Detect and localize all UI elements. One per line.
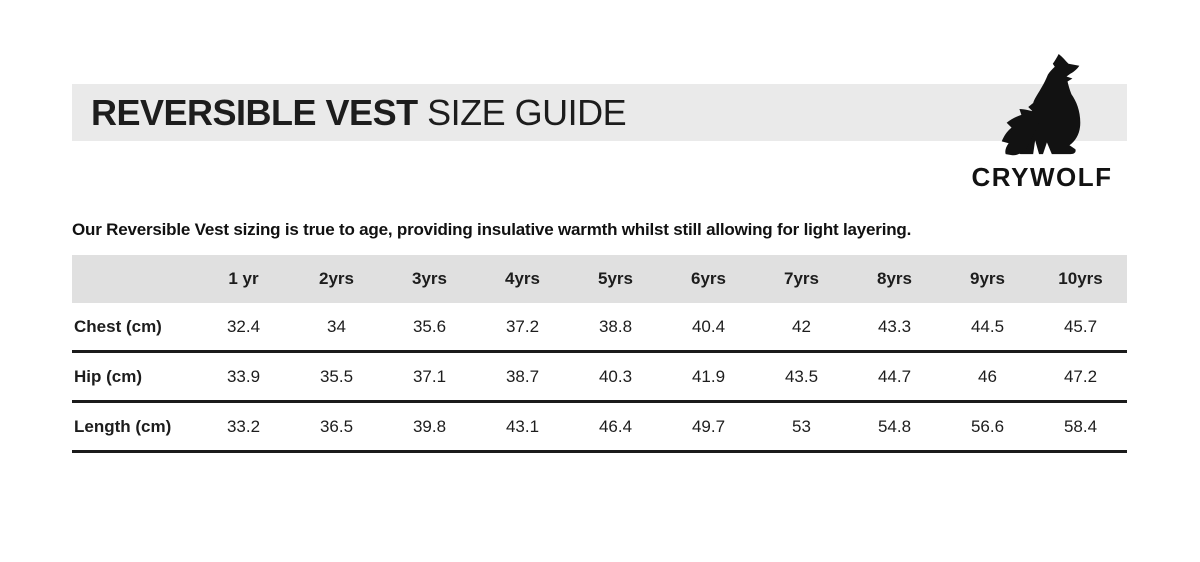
hip-value: 38.7	[505, 366, 540, 386]
length-value: 43.1	[505, 416, 540, 436]
length-value: 46.4	[598, 416, 633, 436]
size-table: 1 yr 2yrs 3yrs 4yrs 5yrs 6yrs 7yrs 8yrs …	[72, 255, 1127, 453]
length-value: 49.7	[691, 416, 726, 436]
chest-value: 45.7	[1063, 316, 1098, 336]
chest-value: 32.4	[226, 316, 261, 336]
column-header-5yrs: 5yrs	[598, 269, 633, 288]
chest-value: 37.2	[505, 316, 540, 336]
hip-value: 40.3	[598, 366, 633, 386]
length-value: 33.2	[226, 416, 261, 436]
table-row-length: Length (cm) 33.2 36.5 39.8 43.1 46.4 49.…	[72, 403, 1127, 453]
column-header-3yrs: 3yrs	[412, 269, 447, 288]
hip-value: 47.2	[1063, 366, 1098, 386]
hip-value: 44.7	[877, 366, 912, 386]
chest-value: 35.6	[412, 316, 447, 336]
hip-value: 33.9	[226, 366, 261, 386]
row-label-chest: Chest (cm)	[74, 316, 162, 336]
table-row-chest: Chest (cm) 32.4 34 35.6 37.2 38.8 40.4 4…	[72, 303, 1127, 353]
column-header-1yr: 1 yr	[228, 269, 259, 288]
length-value: 56.6	[970, 416, 1005, 436]
column-header-8yrs: 8yrs	[877, 269, 912, 288]
column-header-9yrs: 9yrs	[970, 269, 1005, 288]
length-value: 54.8	[877, 416, 912, 436]
chest-value: 42	[792, 316, 811, 336]
chest-value: 44.5	[970, 316, 1005, 336]
title-band: REVERSIBLE VEST SIZE GUIDE	[72, 84, 1127, 141]
hip-value: 35.5	[319, 366, 354, 386]
chest-value: 43.3	[877, 316, 912, 336]
page-title-bold: REVERSIBLE VEST	[91, 91, 418, 133]
length-value: 39.8	[412, 416, 447, 436]
page-title-light: SIZE GUIDE	[417, 91, 627, 133]
howling-wolf-icon	[997, 52, 1087, 160]
length-value: 58.4	[1063, 416, 1098, 436]
brand-logo: CRYWOLF	[966, 52, 1118, 193]
size-table-header-row: 1 yr 2yrs 3yrs 4yrs 5yrs 6yrs 7yrs 8yrs …	[72, 255, 1127, 303]
column-header-6yrs: 6yrs	[691, 269, 726, 288]
hip-value: 46	[978, 366, 997, 386]
hip-value: 37.1	[412, 366, 447, 386]
column-header-2yrs: 2yrs	[319, 269, 354, 288]
chest-value: 38.8	[598, 316, 633, 336]
page-title: REVERSIBLE VEST SIZE GUIDE	[91, 91, 627, 133]
chest-value: 40.4	[691, 316, 726, 336]
chest-value: 34	[327, 316, 346, 336]
column-header-10yrs: 10yrs	[1058, 269, 1103, 288]
length-value: 36.5	[319, 416, 354, 436]
table-row-hip: Hip (cm) 33.9 35.5 37.1 38.7 40.3 41.9 4…	[72, 353, 1127, 403]
column-header-4yrs: 4yrs	[505, 269, 540, 288]
brand-name: CRYWOLF	[971, 162, 1113, 192]
intro-text: Our Reversible Vest sizing is true to ag…	[72, 220, 912, 239]
length-value: 53	[792, 416, 811, 436]
hip-value: 41.9	[691, 366, 726, 386]
column-header-7yrs: 7yrs	[784, 269, 819, 288]
hip-value: 43.5	[784, 366, 819, 386]
row-label-hip: Hip (cm)	[74, 366, 142, 386]
row-label-length: Length (cm)	[74, 416, 172, 436]
